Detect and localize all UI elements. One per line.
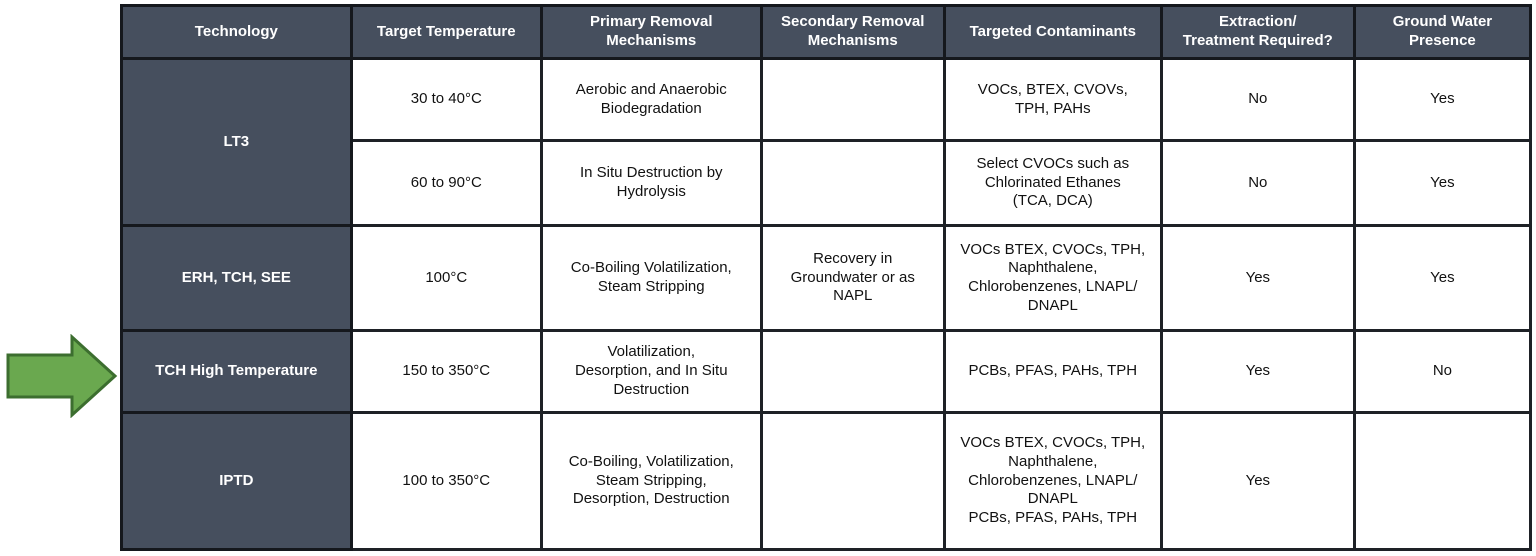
table-cell: 100 to 350°C bbox=[349, 411, 543, 551]
technology-cell-erh-tch-see: ERH, TCH, SEE bbox=[120, 224, 353, 332]
table-row-highlighted: TCH High Temperature 150 to 350°C Volati… bbox=[120, 329, 1533, 414]
table-row: 60 to 90°C In Situ Destruction by Hydrol… bbox=[122, 139, 1533, 227]
table-cell: 60 to 90°C bbox=[349, 139, 543, 227]
table-cell: Select CVOCs such as Chlorinated Ethanes… bbox=[942, 139, 1163, 227]
table-cell: Co-Boiling Volatilization, Steam Strippi… bbox=[539, 224, 763, 332]
table-cell: 150 to 350°C bbox=[349, 329, 543, 414]
technology-cell-lt3: LT3 bbox=[120, 57, 353, 227]
table-row: LT3 30 to 40°C Aerobic and Anaerobic Bio… bbox=[120, 57, 1533, 227]
table-cell: Yes bbox=[1159, 224, 1356, 332]
column-header-primary-removal: Primary Removal Mechanisms bbox=[539, 4, 763, 60]
column-header-target-temperature: Target Temperature bbox=[349, 4, 543, 60]
table-cell bbox=[759, 139, 946, 227]
table-cell: VOCs BTEX, CVOCs, TPH, Naphthalene, Chlo… bbox=[942, 411, 1163, 551]
table-cell bbox=[759, 57, 946, 142]
column-header-secondary-removal: Secondary Removal Mechanisms bbox=[759, 4, 946, 60]
table-cell: In Situ Destruction by Hydrolysis bbox=[539, 139, 763, 227]
technology-comparison-table: Technology Target Temperature Primary Re… bbox=[120, 4, 1533, 551]
table-cell: 30 to 40°C bbox=[349, 57, 543, 142]
table-cell bbox=[759, 411, 946, 551]
column-header-targeted-contaminants: Targeted Contaminants bbox=[942, 4, 1163, 60]
table-cell: 100°C bbox=[349, 224, 543, 332]
column-header-groundwater-presence: Ground Water Presence bbox=[1352, 4, 1533, 60]
table-cell: Yes bbox=[1352, 139, 1533, 227]
table-cell: Yes bbox=[1159, 329, 1356, 414]
table-cell bbox=[1352, 411, 1533, 551]
table-cell: Aerobic and Anaerobic Biodegradation bbox=[539, 57, 763, 142]
highlight-arrow-icon bbox=[6, 333, 118, 419]
column-header-technology: Technology bbox=[120, 4, 353, 60]
table-cell: Recovery in Groundwater or as NAPL bbox=[759, 224, 946, 332]
table-row: ERH, TCH, SEE 100°C Co-Boiling Volatiliz… bbox=[120, 224, 1533, 332]
technology-cell-iptd: IPTD bbox=[120, 411, 353, 551]
table-cell: Co-Boiling, Volatilization, Steam Stripp… bbox=[539, 411, 763, 551]
table-cell: Yes bbox=[1352, 57, 1533, 142]
table-cell: No bbox=[1159, 57, 1356, 142]
table-row: IPTD 100 to 350°C Co-Boiling, Volatiliza… bbox=[120, 411, 1533, 551]
column-header-extraction-treatment: Extraction/ Treatment Required? bbox=[1159, 4, 1356, 60]
technology-cell-tch-high-temperature: TCH High Temperature bbox=[120, 329, 353, 414]
table-cell: No bbox=[1159, 139, 1356, 227]
table-cell: VOCs, BTEX, CVOVs, TPH, PAHs bbox=[942, 57, 1163, 142]
table-cell: PCBs, PFAS, PAHs, TPH bbox=[942, 329, 1163, 414]
header-row: Technology Target Temperature Primary Re… bbox=[120, 4, 1533, 60]
table-cell: Volatilization, Desorption, and In Situ … bbox=[539, 329, 763, 414]
table-cell: Yes bbox=[1352, 224, 1533, 332]
table-cell: No bbox=[1352, 329, 1533, 414]
table-cell: Yes bbox=[1159, 411, 1356, 551]
table-cell bbox=[759, 329, 946, 414]
table-cell: VOCs BTEX, CVOCs, TPH, Naphthalene, Chlo… bbox=[942, 224, 1163, 332]
